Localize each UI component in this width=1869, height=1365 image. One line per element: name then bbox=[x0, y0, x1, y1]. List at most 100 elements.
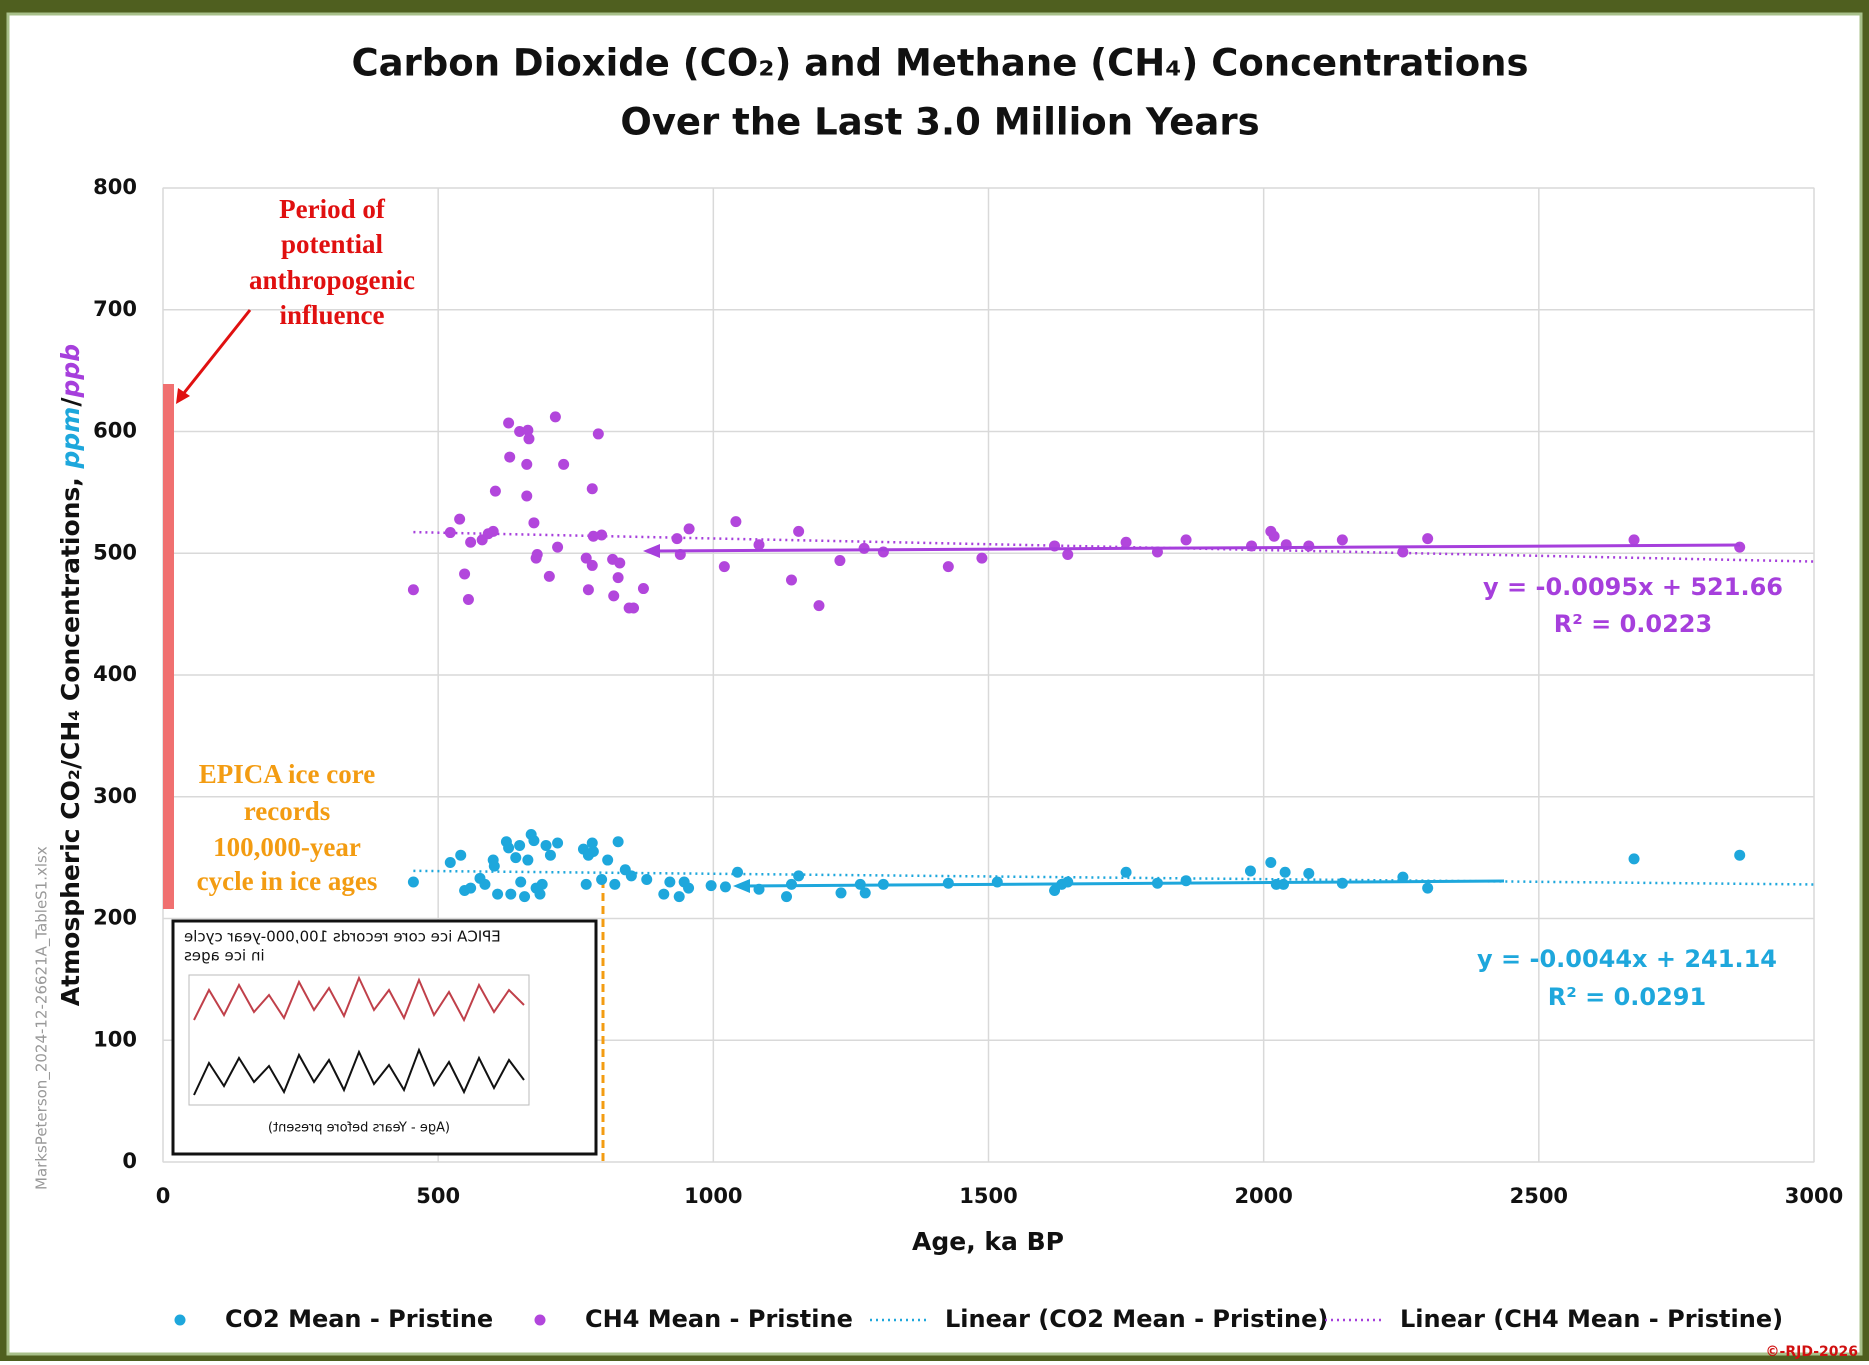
inset: EPICA ice core records 100,000-year cycl… bbox=[173, 921, 596, 1154]
data-point bbox=[1337, 534, 1348, 545]
y-tick-label: 100 bbox=[93, 1027, 137, 1051]
data-point bbox=[552, 838, 563, 849]
data-point bbox=[522, 855, 533, 866]
data-point bbox=[408, 584, 419, 595]
data-point bbox=[596, 874, 607, 885]
data-point bbox=[544, 571, 555, 582]
data-point bbox=[1121, 867, 1132, 878]
data-point bbox=[454, 514, 465, 525]
x-tick-label: 0 bbox=[156, 1184, 171, 1208]
data-point bbox=[465, 883, 476, 894]
data-point bbox=[558, 459, 569, 470]
data-point bbox=[503, 417, 514, 428]
data-point bbox=[587, 560, 598, 571]
annotation: records bbox=[244, 796, 330, 826]
data-point bbox=[1629, 534, 1640, 545]
data-point bbox=[943, 561, 954, 572]
data-point bbox=[836, 887, 847, 898]
y-label-part: Atmospheric CO₂/CH₄ Concentrations, bbox=[56, 468, 85, 1006]
data-point bbox=[537, 879, 548, 890]
chart: 0100200300400500600700800050010001500200… bbox=[0, 0, 1869, 1361]
data-point bbox=[490, 486, 501, 497]
side-note: MarksPeterson_2024-12-26621A_TableS1.xls… bbox=[33, 846, 52, 1190]
data-point bbox=[1280, 867, 1291, 878]
data-point bbox=[1422, 533, 1433, 544]
data-point bbox=[1062, 876, 1073, 887]
data-point bbox=[1303, 868, 1314, 879]
y-tick-label: 500 bbox=[93, 540, 137, 564]
legend-marker bbox=[535, 1315, 546, 1326]
data-point bbox=[664, 876, 675, 887]
annotation: cycle in ice ages bbox=[197, 866, 378, 896]
data-point bbox=[515, 876, 526, 887]
page: {"chart_data":{"type":"scatter", "title"… bbox=[0, 0, 1869, 1365]
data-point bbox=[504, 452, 515, 463]
data-point bbox=[672, 533, 683, 544]
data-point bbox=[510, 852, 521, 863]
trend-r2: R² = 0.0291 bbox=[1548, 983, 1706, 1011]
annotation: influence bbox=[280, 300, 385, 330]
data-point bbox=[1734, 542, 1745, 553]
y-axis-label: Atmospheric CO₂/CH₄ Concentrations, ppm/… bbox=[56, 344, 85, 1006]
x-tick-label: 1000 bbox=[684, 1184, 742, 1208]
data-point bbox=[1121, 537, 1132, 548]
data-point bbox=[445, 857, 456, 868]
data-point bbox=[523, 433, 534, 444]
data-point bbox=[521, 459, 532, 470]
annotation: anthropogenic bbox=[249, 265, 415, 295]
data-point bbox=[532, 549, 543, 560]
data-point bbox=[730, 516, 741, 527]
data-point bbox=[626, 870, 637, 881]
data-point bbox=[545, 850, 556, 861]
annotation: 100,000-year bbox=[213, 832, 361, 862]
legend-label: Linear (CO2 Mean - Pristine) bbox=[945, 1305, 1328, 1333]
data-point bbox=[593, 428, 604, 439]
x-tick-label: 1500 bbox=[959, 1184, 1017, 1208]
data-point bbox=[488, 526, 499, 537]
x-tick-label: 500 bbox=[416, 1184, 460, 1208]
data-point bbox=[834, 555, 845, 566]
inset-title: in ice ages bbox=[184, 947, 265, 965]
data-point bbox=[613, 836, 624, 847]
data-point bbox=[1734, 850, 1745, 861]
data-point bbox=[1181, 534, 1192, 545]
y-tick-label: 0 bbox=[122, 1149, 137, 1173]
data-point bbox=[793, 870, 804, 881]
data-point bbox=[1265, 857, 1276, 868]
legend-label: CO2 Mean - Pristine bbox=[225, 1305, 493, 1333]
data-point bbox=[465, 537, 476, 548]
data-point bbox=[1062, 549, 1073, 560]
data-point bbox=[534, 889, 545, 900]
inset-title: EPICA ice core records 100,000-year cycl… bbox=[184, 928, 501, 946]
data-point bbox=[614, 557, 625, 568]
x-axis-label: Age, ka BP bbox=[912, 1227, 1064, 1256]
data-point bbox=[514, 840, 525, 851]
data-point bbox=[684, 523, 695, 534]
data-point bbox=[860, 887, 871, 898]
x-tick-label: 3000 bbox=[1785, 1184, 1843, 1208]
data-point bbox=[459, 568, 470, 579]
data-point bbox=[581, 879, 592, 890]
data-point bbox=[1422, 883, 1433, 894]
x-tick-label: 2500 bbox=[1510, 1184, 1568, 1208]
y-tick-label: 200 bbox=[93, 906, 137, 930]
annotation: Period of bbox=[279, 194, 386, 224]
data-point bbox=[613, 572, 624, 583]
y-tick-label: 700 bbox=[93, 297, 137, 321]
y-tick-label: 800 bbox=[93, 175, 137, 199]
data-point bbox=[674, 891, 685, 902]
data-point bbox=[583, 584, 594, 595]
data-point bbox=[602, 855, 613, 866]
chart-title: Carbon Dioxide (CO₂) and Methane (CH₄) C… bbox=[351, 42, 1528, 85]
data-point bbox=[719, 561, 730, 572]
data-point bbox=[720, 881, 731, 892]
data-point bbox=[521, 491, 532, 502]
data-point bbox=[641, 874, 652, 885]
data-point bbox=[608, 590, 619, 601]
legend-label: CH4 Mean - Pristine bbox=[585, 1305, 853, 1333]
data-point bbox=[541, 840, 552, 851]
y-tick-label: 300 bbox=[93, 784, 137, 808]
data-point bbox=[408, 876, 419, 887]
data-point bbox=[1269, 531, 1280, 542]
legend-label: Linear (CH4 Mean - Pristine) bbox=[1400, 1305, 1783, 1333]
